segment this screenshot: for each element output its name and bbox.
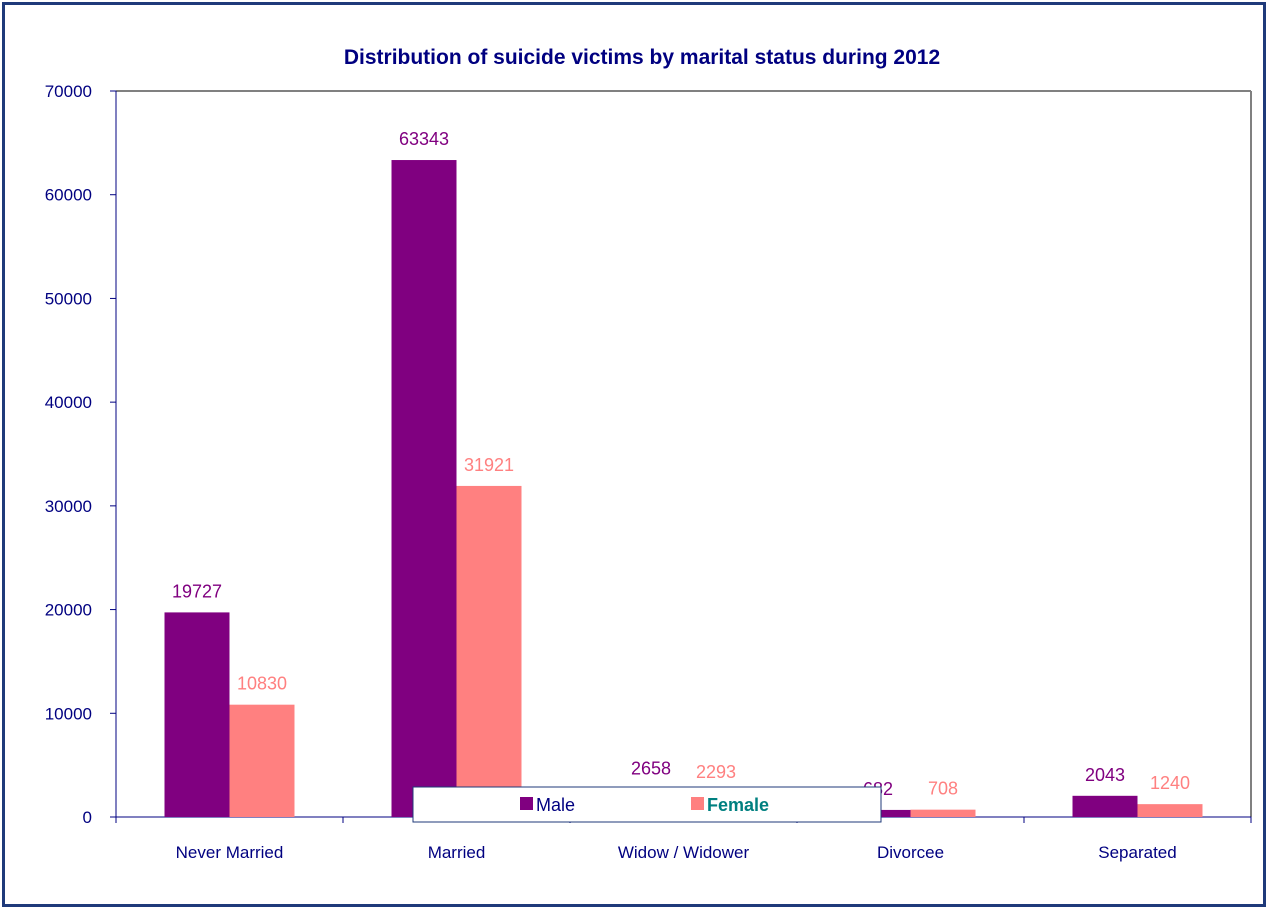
y-tick-label: 20000	[45, 601, 92, 620]
legend-label-male: Male	[536, 795, 575, 815]
chart-title: Distribution of suicide victims by marit…	[344, 46, 940, 69]
bar-female	[456, 485, 522, 817]
x-tick-label: Never Married	[176, 843, 284, 862]
y-tick-label: 40000	[45, 393, 92, 412]
data-label-male: 63343	[399, 129, 449, 149]
legend-swatch-male	[520, 797, 533, 810]
bar-female	[910, 809, 976, 817]
data-label-female: 10830	[237, 674, 287, 694]
bar-female	[1137, 804, 1203, 817]
legend: Male Female	[412, 786, 882, 823]
y-tick-label: 70000	[45, 82, 92, 101]
legend-swatch-female	[691, 797, 704, 810]
legend-label-female: Female	[707, 795, 769, 815]
data-label-female: 1240	[1150, 773, 1190, 793]
bars	[164, 160, 1203, 817]
data-label-male: 2658	[631, 758, 671, 778]
bar-male	[391, 160, 457, 817]
y-tick-label: 60000	[45, 186, 92, 205]
bar-male	[164, 612, 230, 817]
x-tick-label: Divorcee	[877, 843, 944, 862]
y-tick-label: 30000	[45, 497, 92, 516]
x-tick-label: Widow / Widower	[618, 843, 750, 862]
y-tick-label: 10000	[45, 704, 92, 723]
data-label-female: 2293	[696, 762, 736, 782]
data-labels: 1972710830633433192126582293682708204312…	[172, 129, 1190, 799]
bar-male	[1072, 795, 1138, 817]
data-label-female: 31921	[464, 455, 514, 475]
data-label-male: 19727	[172, 581, 222, 601]
x-tick-label: Separated	[1098, 843, 1176, 862]
y-tick-label: 50000	[45, 289, 92, 308]
axes: 0 10000 20000 30000 40000 50000 60000 70000 Neve…	[45, 82, 1252, 862]
data-label-male: 2043	[1085, 765, 1125, 785]
data-label-female: 708	[928, 779, 958, 799]
x-tick-label: Married	[428, 843, 486, 862]
bar-female	[229, 704, 295, 817]
y-tick-label: 0	[83, 808, 92, 827]
legend-box	[412, 786, 882, 823]
